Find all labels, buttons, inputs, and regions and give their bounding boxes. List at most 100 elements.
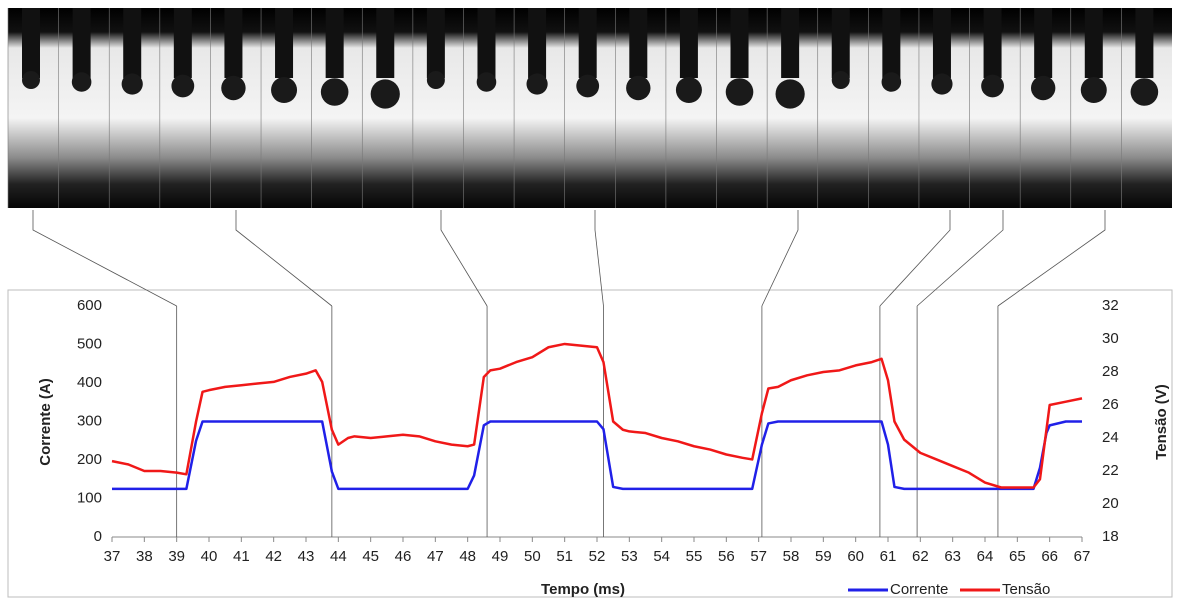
y2-tick-label: 22 [1102, 462, 1119, 479]
electrode [275, 8, 294, 78]
y2-tick-label: 32 [1102, 297, 1119, 314]
x-tick-label: 48 [459, 548, 476, 565]
droplet [881, 72, 902, 92]
x-tick-label: 49 [492, 548, 509, 565]
electrode [1034, 8, 1053, 78]
y-axis-title: Corrente (A) [37, 378, 54, 466]
y-tick-label: 200 [77, 451, 102, 468]
droplet [1130, 78, 1159, 106]
electrode [679, 8, 698, 78]
x-tick-label: 52 [589, 548, 606, 565]
droplet [1080, 77, 1107, 103]
x-tick-label: 60 [847, 548, 864, 565]
x-tick-label: 56 [718, 548, 735, 565]
x-tick-label: 63 [944, 548, 961, 565]
x-tick-label: 46 [395, 548, 412, 565]
x-tick-label: 45 [362, 548, 379, 565]
x-tick-label: 43 [298, 548, 315, 565]
electrode [123, 8, 142, 78]
electrode [1084, 8, 1103, 78]
x-tick-label: 53 [621, 548, 638, 565]
x-tick-label: 37 [104, 548, 121, 565]
connector [32, 210, 177, 307]
electrode [578, 8, 597, 78]
legend-label: Corrente [890, 581, 948, 598]
y-tick-label: 300 [77, 412, 102, 429]
droplet [931, 73, 953, 95]
x-tick-label: 54 [653, 548, 670, 565]
electrode [224, 8, 243, 78]
electrode [528, 8, 547, 78]
x-tick-label: 64 [977, 548, 994, 565]
x-tick-label: 38 [136, 548, 153, 565]
series-line [111, 342, 1083, 489]
droplet [320, 78, 349, 106]
electrode [882, 8, 901, 78]
y-tick-label: 600 [77, 297, 102, 314]
x-tick-label: 58 [783, 548, 800, 565]
y-tick-label: 400 [77, 374, 102, 391]
y2-tick-label: 20 [1102, 495, 1119, 512]
electrode [629, 8, 648, 78]
y-tick-label: 100 [77, 489, 102, 506]
droplet [71, 72, 92, 92]
x-tick-label: 67 [1074, 548, 1091, 565]
x-tick-label: 66 [1041, 548, 1058, 565]
droplet [526, 73, 548, 95]
electrode [376, 8, 395, 78]
droplet [121, 73, 143, 95]
x-tick-label: 44 [330, 548, 347, 565]
electrode [426, 8, 445, 78]
x-tick-label: 62 [912, 548, 929, 565]
connector [440, 210, 488, 307]
droplet [831, 71, 850, 89]
y2-axis-title: Tensão (V) [1153, 384, 1170, 460]
electrode [932, 8, 951, 78]
x-tick-label: 39 [168, 548, 185, 565]
droplet [981, 74, 1004, 98]
electrode [72, 8, 91, 78]
electrode [173, 8, 192, 78]
electrode [781, 8, 800, 78]
connector [235, 210, 333, 307]
droplet [626, 75, 651, 101]
y-tick-label: 0 [94, 528, 102, 545]
y2-tick-label: 28 [1102, 363, 1119, 380]
electrode [831, 8, 850, 78]
x-tick-label: 50 [524, 548, 541, 565]
x-axis-title: Tempo (ms) [541, 581, 625, 598]
x-tick-label: 47 [427, 548, 444, 565]
x-tick-label: 59 [815, 548, 832, 565]
legend-label: Tensão [1002, 581, 1050, 598]
chart-frame [7, 289, 1173, 598]
droplet [426, 71, 445, 89]
y2-tick-label: 26 [1102, 396, 1119, 413]
x-tick-label: 40 [201, 548, 218, 565]
droplet [775, 79, 805, 109]
droplet [221, 75, 246, 101]
electrode [325, 8, 344, 78]
droplet [576, 74, 600, 98]
electrode [22, 8, 40, 78]
series-line [112, 420, 1082, 491]
x-tick-label: 57 [750, 548, 767, 565]
droplet [171, 74, 195, 98]
y-tick-label: 500 [77, 335, 102, 352]
electrode [1135, 8, 1154, 78]
x-tick-label: 51 [556, 548, 573, 565]
droplet [675, 77, 702, 103]
x-tick-label: 65 [1009, 548, 1026, 565]
droplet [476, 72, 497, 92]
droplet [1030, 75, 1056, 101]
x-tick-label: 61 [880, 548, 897, 565]
electrode [983, 8, 1002, 78]
droplet [370, 79, 400, 109]
frame-strip [7, 8, 1172, 208]
connector [997, 210, 1106, 307]
connector [594, 210, 604, 307]
connector [879, 210, 951, 307]
chart: 37 38 39 40 41 42 43 44 45 46 47 48 49 50 51 52 53 54 55 56… [32, 210, 1119, 598]
electrode [477, 8, 496, 78]
y2-tick-label: 30 [1102, 330, 1119, 347]
